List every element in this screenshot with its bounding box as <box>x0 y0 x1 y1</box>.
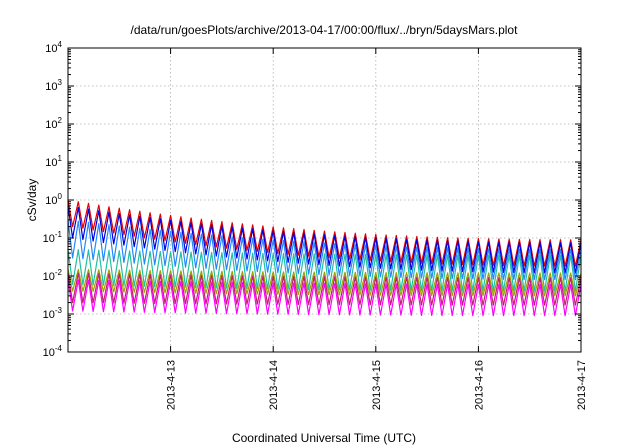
x-tick-label: 2013-4-14 <box>268 360 280 410</box>
y-axis-title: cSv/day <box>25 179 39 222</box>
x-tick-label: 2013-4-15 <box>371 360 383 410</box>
series-line-2 <box>67 205 582 274</box>
y-tick-label: 101 <box>45 154 62 169</box>
y-tick-label: 10-3 <box>43 306 63 321</box>
y-tick-label: 100 <box>45 192 62 207</box>
grid <box>68 48 581 352</box>
y-tick-label: 10-4 <box>43 344 63 359</box>
x-tick-label: 2013-4-16 <box>473 360 485 410</box>
series-line-6 <box>67 272 582 306</box>
x-axis: 2013-4-13 2013-4-14 2013-4-15 2013-4-16 2013… <box>166 48 588 410</box>
series-line-1 <box>67 199 582 267</box>
y-tick-label: 10-2 <box>43 268 63 283</box>
chart-title: /data/run/goesPlots/archive/2013-04-17/0… <box>131 23 519 37</box>
y-tick-label: 103 <box>45 78 62 93</box>
x-tick-label: 2013-4-17 <box>576 360 588 410</box>
series-group <box>67 199 582 317</box>
series-line-5 <box>67 268 582 297</box>
x-axis-title: Coordinated Universal Time (UTC) <box>232 431 416 445</box>
series-line-4 <box>67 249 582 292</box>
y-tick-label: 104 <box>45 40 62 55</box>
series-line-7 <box>67 279 582 317</box>
y-tick-label: 102 <box>45 116 62 131</box>
series-line-3 <box>67 219 582 281</box>
y-tick-label: 10-1 <box>43 230 63 245</box>
y-axis: 10-4 10-3 10-2 10-1 100 101 102 103 104 <box>43 40 581 359</box>
x-tick-label: 2013-4-13 <box>166 360 178 410</box>
